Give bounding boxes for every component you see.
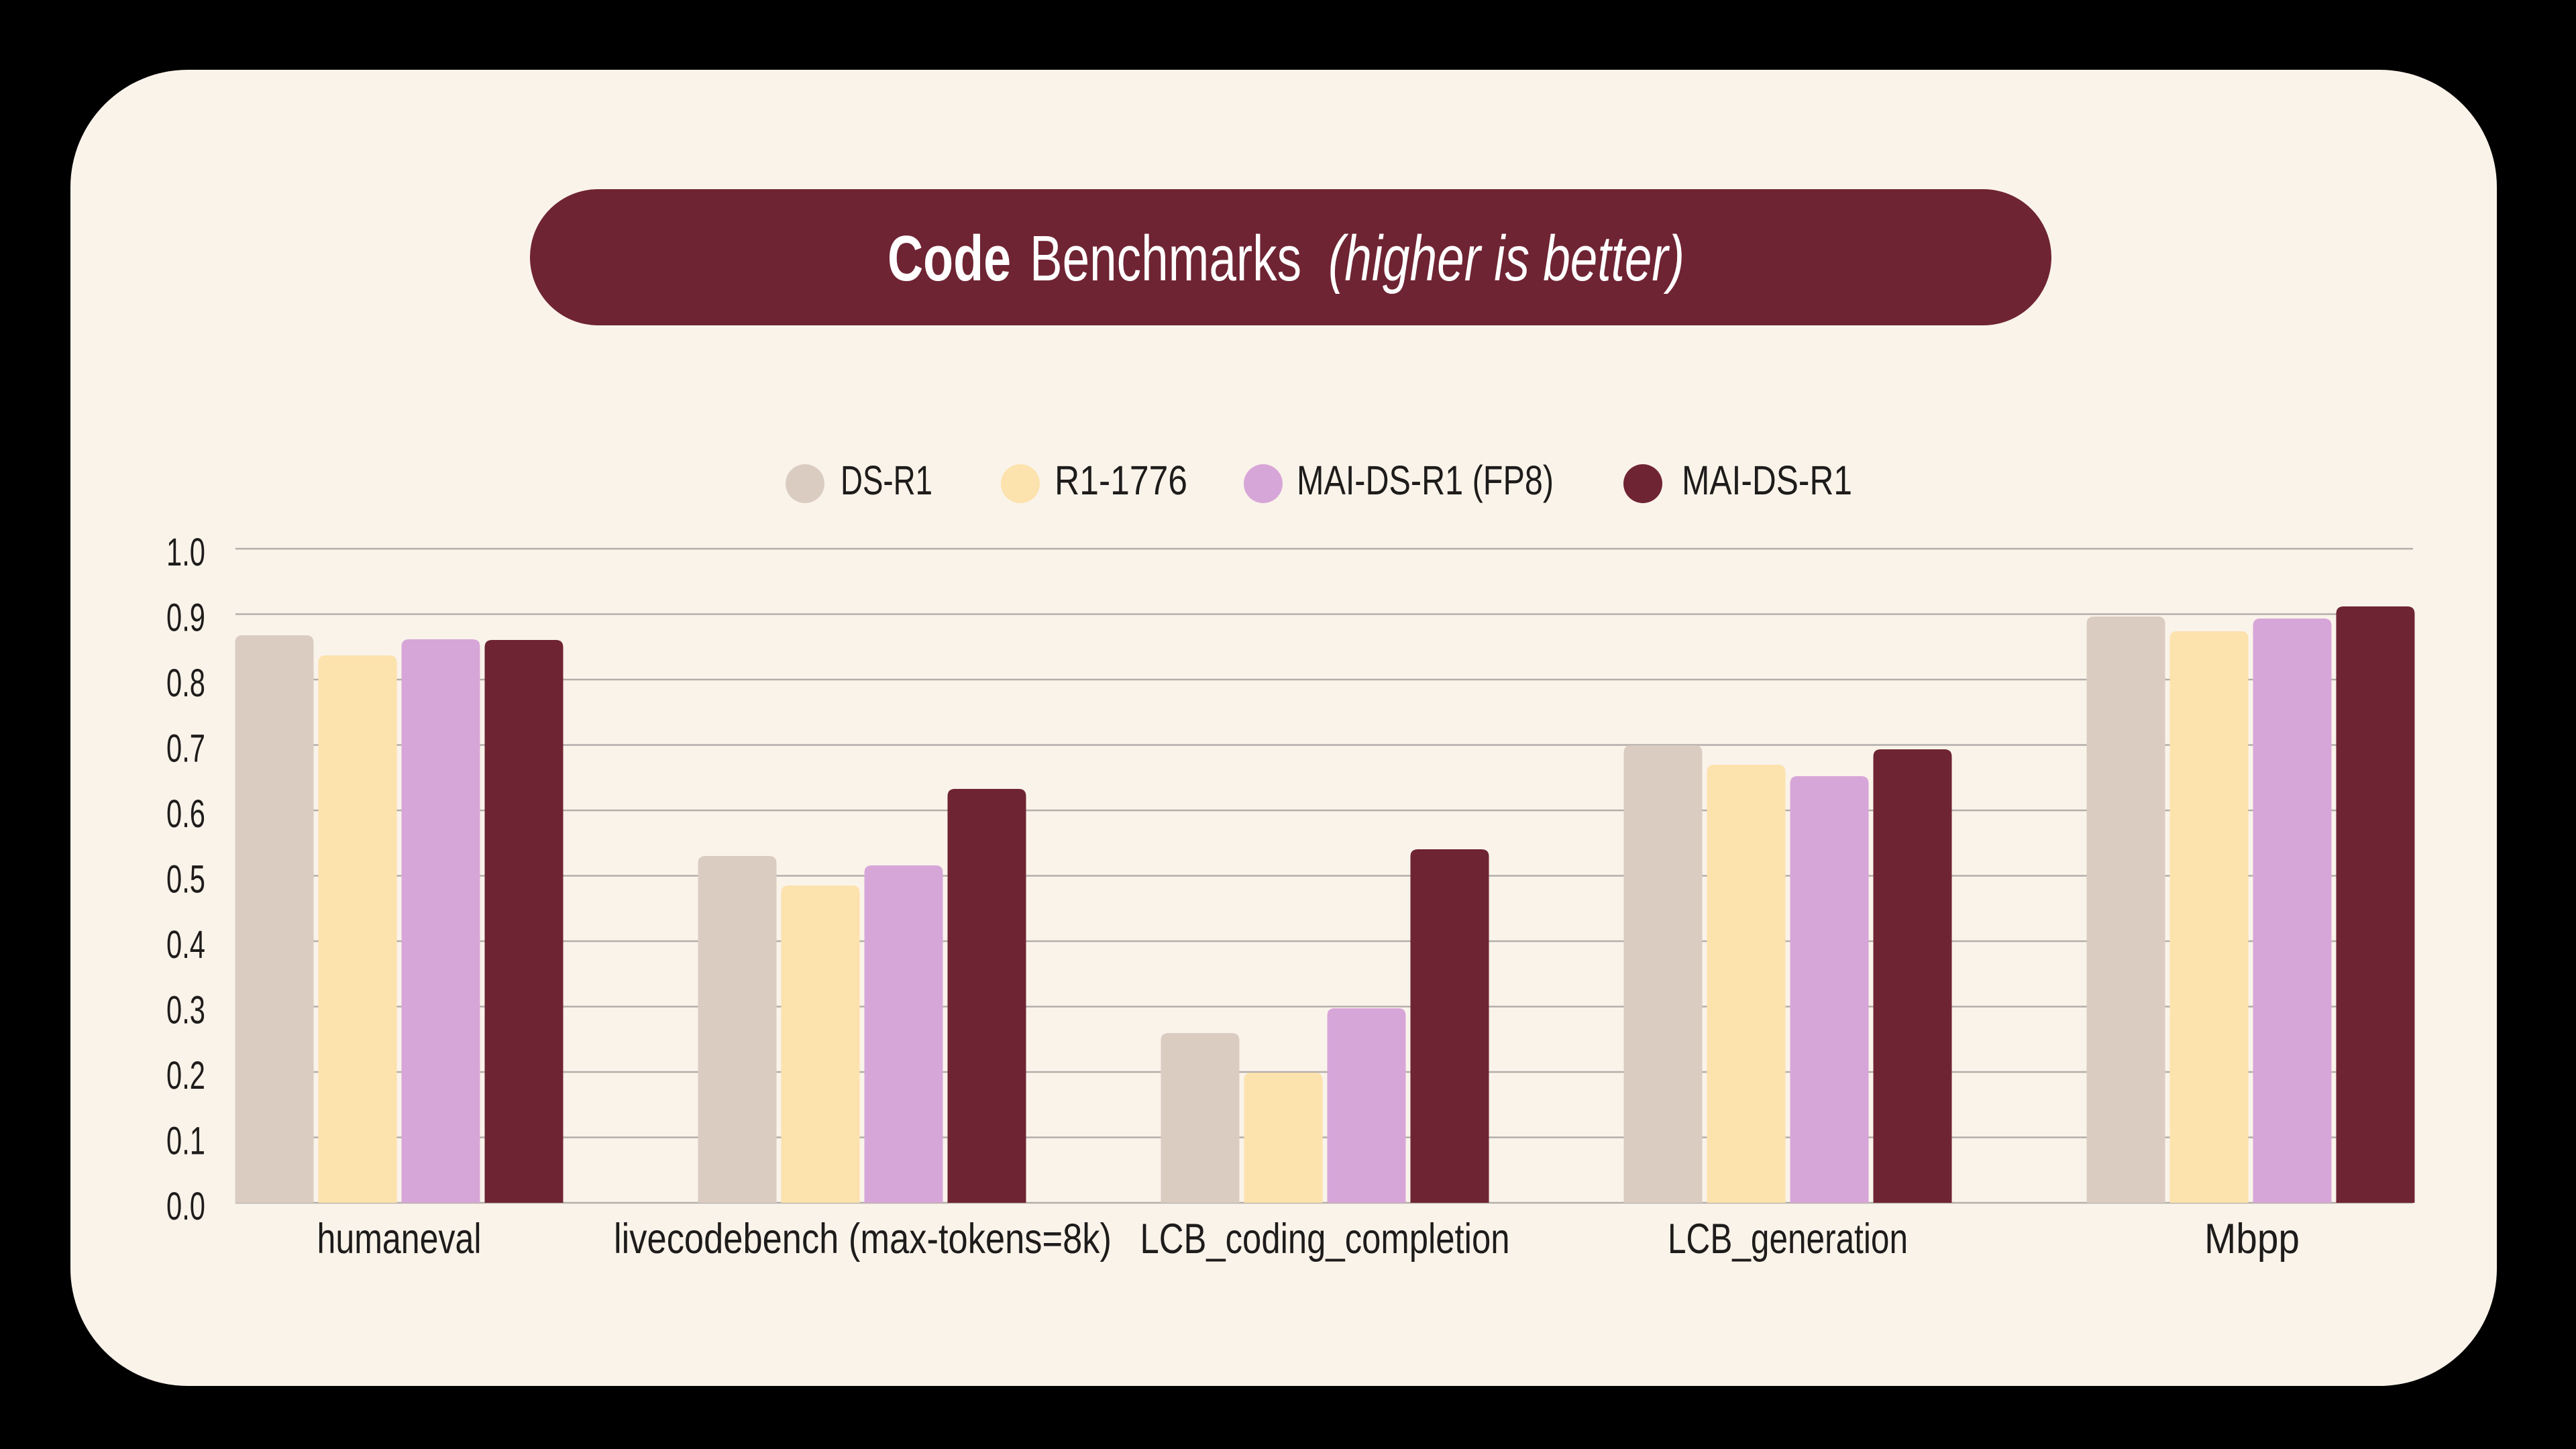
svg-text:LCB_generation: LCB_generation bbox=[1668, 1216, 1908, 1263]
svg-text:livecodebench (max-tokens=8k): livecodebench (max-tokens=8k) bbox=[614, 1216, 1112, 1263]
svg-text:R1-1776: R1-1776 bbox=[1055, 458, 1187, 503]
svg-text:Code: Code bbox=[888, 223, 1011, 294]
svg-text:0.8: 0.8 bbox=[166, 661, 205, 705]
svg-text:0.3: 0.3 bbox=[166, 989, 205, 1032]
svg-text:Benchmarks: Benchmarks bbox=[1030, 223, 1301, 294]
svg-text:1.0: 1.0 bbox=[166, 531, 205, 574]
svg-text:0.4: 0.4 bbox=[166, 923, 205, 967]
svg-text:0.0: 0.0 bbox=[166, 1185, 205, 1228]
svg-text:(higher is better): (higher is better) bbox=[1328, 223, 1684, 294]
svg-text:DS-R1: DS-R1 bbox=[841, 458, 932, 503]
svg-text:MAI-DS-R1 (FP8): MAI-DS-R1 (FP8) bbox=[1297, 458, 1554, 503]
svg-text:0.7: 0.7 bbox=[166, 727, 205, 771]
svg-text:humaneval: humaneval bbox=[317, 1216, 482, 1263]
svg-text:Mbpp: Mbpp bbox=[2204, 1216, 2300, 1263]
svg-text:0.2: 0.2 bbox=[166, 1054, 205, 1097]
svg-text:0.1: 0.1 bbox=[166, 1120, 205, 1163]
svg-text:0.6: 0.6 bbox=[166, 792, 205, 836]
svg-text:MAI-DS-R1: MAI-DS-R1 bbox=[1682, 458, 1852, 503]
svg-text:LCB_coding_completion: LCB_coding_completion bbox=[1140, 1216, 1510, 1263]
svg-text:0.5: 0.5 bbox=[166, 858, 205, 902]
svg-text:0.9: 0.9 bbox=[166, 596, 205, 640]
